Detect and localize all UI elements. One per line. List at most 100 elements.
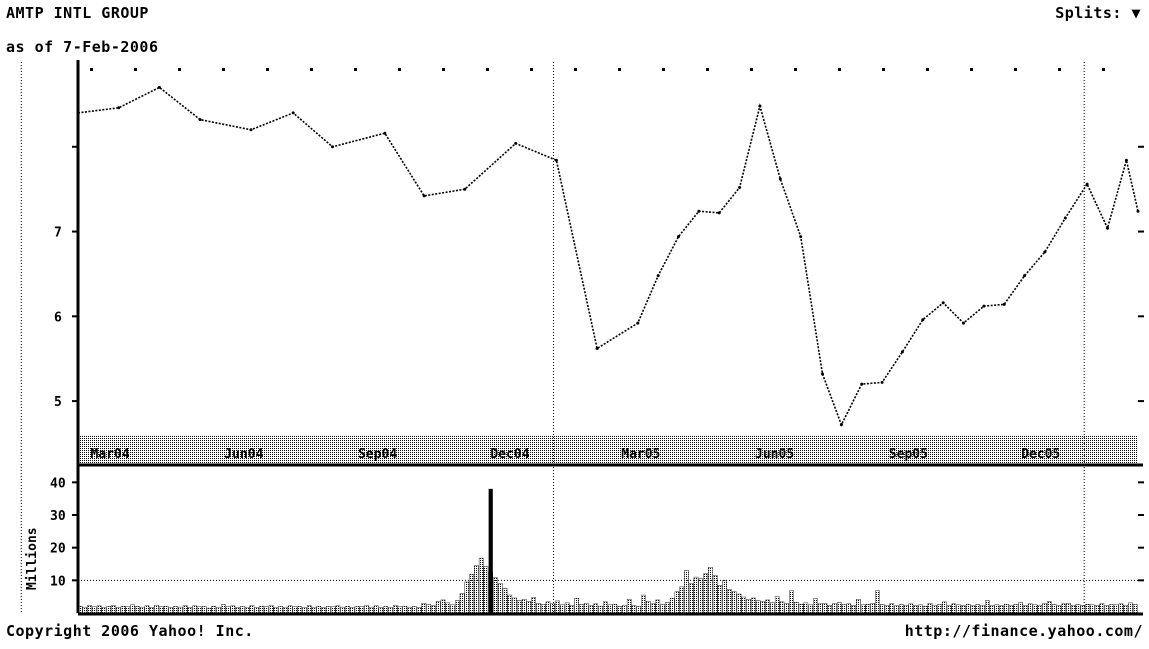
volume-bar bbox=[856, 599, 861, 614]
volume-bar bbox=[712, 575, 718, 614]
volume-bar bbox=[302, 607, 307, 614]
volume-bar bbox=[163, 605, 169, 614]
volume-bar bbox=[808, 604, 813, 614]
volume-bar bbox=[1047, 601, 1052, 614]
volume-bar bbox=[593, 603, 599, 614]
volume-tick-label: 10 bbox=[50, 574, 66, 589]
x-tick-label: Dec05 bbox=[1021, 447, 1060, 462]
volume-bar bbox=[493, 577, 498, 614]
price-point bbox=[117, 106, 121, 110]
volume-bar bbox=[268, 604, 274, 614]
volume-bar bbox=[135, 606, 140, 614]
volume-bar bbox=[125, 606, 131, 614]
volume-bar bbox=[178, 606, 183, 614]
volume-bar bbox=[922, 605, 928, 614]
volume-bar bbox=[402, 605, 408, 614]
top-tick-dot bbox=[90, 68, 93, 71]
volume-bar bbox=[741, 596, 747, 614]
volume-bar bbox=[813, 598, 818, 614]
volume-bar bbox=[259, 605, 264, 614]
volume-bar bbox=[144, 605, 150, 614]
price-point bbox=[1124, 158, 1128, 162]
volume-bar bbox=[1123, 604, 1129, 614]
volume-bar bbox=[197, 606, 202, 614]
volume-bar bbox=[1090, 604, 1095, 614]
volume-bar bbox=[937, 604, 942, 614]
volume-bar bbox=[244, 606, 250, 614]
volume-bar bbox=[626, 599, 632, 614]
top-tick-dot bbox=[354, 68, 357, 71]
price-point bbox=[758, 104, 762, 108]
top-tick-dot bbox=[266, 68, 269, 71]
volume-bar bbox=[1133, 604, 1138, 614]
volume-bar bbox=[440, 599, 446, 614]
price-point bbox=[463, 187, 467, 191]
volume-bar bbox=[875, 590, 880, 614]
x-tick-label: Jun04 bbox=[224, 447, 263, 462]
volume-bar bbox=[211, 605, 217, 614]
price-point bbox=[383, 131, 387, 135]
volume-bar bbox=[860, 604, 866, 614]
volume-bar bbox=[1004, 603, 1009, 614]
y-tick-label: 7 bbox=[54, 226, 62, 241]
volume-spike-bar bbox=[488, 488, 493, 613]
volume-bar bbox=[464, 581, 470, 614]
volume-bar bbox=[884, 604, 890, 614]
volume-bar bbox=[526, 601, 532, 614]
volume-bar bbox=[120, 605, 126, 614]
volume-bar bbox=[192, 605, 197, 614]
volume-bar bbox=[684, 570, 689, 614]
price-point bbox=[76, 111, 80, 115]
top-tick-dot bbox=[442, 68, 445, 71]
top-tick-dot bbox=[1058, 68, 1061, 71]
volume-bar bbox=[340, 606, 345, 614]
volume-bar bbox=[187, 607, 193, 614]
volume-bar bbox=[636, 606, 642, 614]
volume-bar bbox=[708, 567, 713, 614]
volume-bar bbox=[540, 604, 546, 614]
volume-bar bbox=[560, 604, 565, 614]
volume-bar bbox=[483, 566, 489, 614]
volume-bar bbox=[899, 604, 904, 614]
volume-bar bbox=[918, 604, 923, 614]
top-tick-dot bbox=[574, 68, 577, 71]
volume-bar bbox=[722, 580, 727, 614]
volume-bar bbox=[283, 606, 288, 614]
volume-bar bbox=[115, 607, 121, 614]
volume-bar bbox=[149, 607, 154, 614]
volume-axis-label: Millions bbox=[25, 527, 40, 590]
volume-bar bbox=[139, 606, 145, 614]
top-tick-dot bbox=[618, 68, 621, 71]
top-tick-dot bbox=[970, 68, 973, 71]
volume-bar bbox=[760, 601, 766, 614]
volume-bar bbox=[359, 606, 365, 614]
y-tick-label: 5 bbox=[54, 395, 62, 410]
volume-bar bbox=[459, 593, 465, 614]
volume-bar bbox=[956, 604, 961, 614]
volume-bar bbox=[1099, 603, 1105, 614]
volume-bar bbox=[478, 557, 484, 614]
source-url[interactable]: http://finance.yahoo.com/ bbox=[904, 622, 1143, 640]
volume-bar bbox=[264, 606, 269, 614]
volume-bar bbox=[688, 583, 694, 614]
volume-bar bbox=[574, 598, 579, 614]
volume-bar bbox=[631, 605, 637, 614]
top-tick-dot bbox=[662, 68, 665, 71]
volume-bar bbox=[889, 603, 895, 614]
volume-bar bbox=[674, 591, 680, 614]
volume-bar bbox=[130, 604, 135, 614]
volume-bar bbox=[827, 604, 833, 614]
volume-bar bbox=[655, 599, 661, 614]
splits-dropdown[interactable]: Splits: ▼ bbox=[1055, 4, 1141, 22]
volume-bar bbox=[531, 597, 536, 614]
volume-bar bbox=[961, 605, 966, 614]
volume-bar bbox=[927, 603, 933, 614]
volume-bar bbox=[946, 605, 952, 614]
volume-bar bbox=[894, 605, 899, 614]
price-point bbox=[249, 128, 253, 132]
volume-bar bbox=[1032, 604, 1038, 614]
volume-panel: 10 20 30 40 Millions bbox=[25, 476, 1144, 616]
volume-bar bbox=[158, 606, 164, 614]
volume-bar bbox=[999, 605, 1004, 614]
